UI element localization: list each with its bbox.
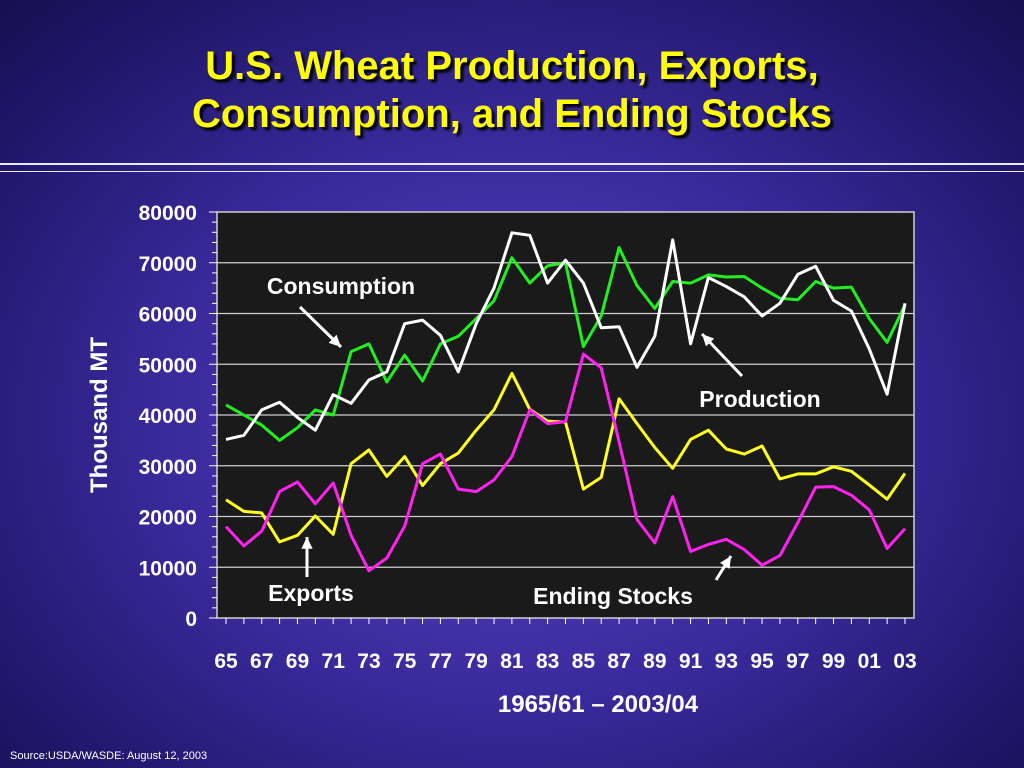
x-tick-label: 95 xyxy=(750,650,774,673)
exports-arrowhead xyxy=(301,537,313,549)
x-tick-label: 79 xyxy=(464,650,487,673)
series-consumption-line xyxy=(225,246,907,442)
y-tick-label: 40000 xyxy=(139,405,197,428)
x-tick-label: 65 xyxy=(214,650,238,673)
x-tick-label: 93 xyxy=(715,650,738,673)
x-tick-label: 01 xyxy=(858,650,882,673)
series-ending-stocks-line xyxy=(224,352,907,573)
y-axis-title: Thousand MT xyxy=(86,337,113,493)
x-tick-label: 97 xyxy=(786,650,809,673)
consumption-arrowhead xyxy=(328,334,341,347)
production-annotation-label: Production xyxy=(699,386,820,412)
x-tick-label: 83 xyxy=(536,650,559,673)
x-tick-label: 03 xyxy=(893,650,916,673)
title-divider-bottom xyxy=(0,171,1024,172)
series-lines xyxy=(224,231,907,573)
x-tick-label: 67 xyxy=(250,650,273,673)
exports-annotation-label: Exports xyxy=(268,580,354,606)
consumption-annotation-label: Consumption xyxy=(267,273,415,299)
x-tick-label: 77 xyxy=(429,650,452,673)
y-tick-label: 80000 xyxy=(139,202,197,225)
y-tick-label: 20000 xyxy=(139,507,197,530)
x-tick-label: 91 xyxy=(679,650,703,673)
y-tick-label: 70000 xyxy=(139,253,197,276)
y-tick-label: 50000 xyxy=(139,354,197,377)
x-tick-label: 71 xyxy=(322,650,346,673)
x-tick-label: 87 xyxy=(607,650,630,673)
slide-title-line-1: U.S. Wheat Production, Exports, xyxy=(205,44,819,88)
slide-title: U.S. Wheat Production, Exports, Consumpt… xyxy=(0,42,1024,138)
x-tick-label: 73 xyxy=(357,650,380,673)
title-divider-top xyxy=(0,163,1024,165)
annotations: Consumption Production Exports Ending Stock… xyxy=(267,273,821,609)
ending-stocks-annotation-label: Ending Stocks xyxy=(533,583,693,609)
x-tick-label: 81 xyxy=(500,650,524,673)
y-tick-label: 10000 xyxy=(139,557,197,580)
x-tick-label: 85 xyxy=(572,650,596,673)
axis-ticks xyxy=(209,211,906,624)
y-tick-label: 60000 xyxy=(139,304,197,327)
x-axis-title: 1965/61 – 2003/04 xyxy=(498,691,699,718)
x-tick-label: 89 xyxy=(643,650,666,673)
source-note: Source:USDA/WASDE: August 12, 2003 xyxy=(10,750,208,762)
x-tick-label: 69 xyxy=(286,650,309,673)
y-tick-label: 0 xyxy=(185,608,197,631)
y-tick-label: 30000 xyxy=(139,456,197,479)
x-tick-label: 99 xyxy=(822,650,845,673)
slide-title-line-2: Consumption, and Ending Stocks xyxy=(192,92,832,136)
ending-stocks-arrowhead xyxy=(720,556,731,569)
tick-labels: 0 10000 20000 30000 40000 50000 60000 70000 8000… xyxy=(139,202,917,673)
series-production-line xyxy=(225,231,907,441)
x-tick-label: 75 xyxy=(393,650,417,673)
production-arrowhead xyxy=(702,334,715,347)
